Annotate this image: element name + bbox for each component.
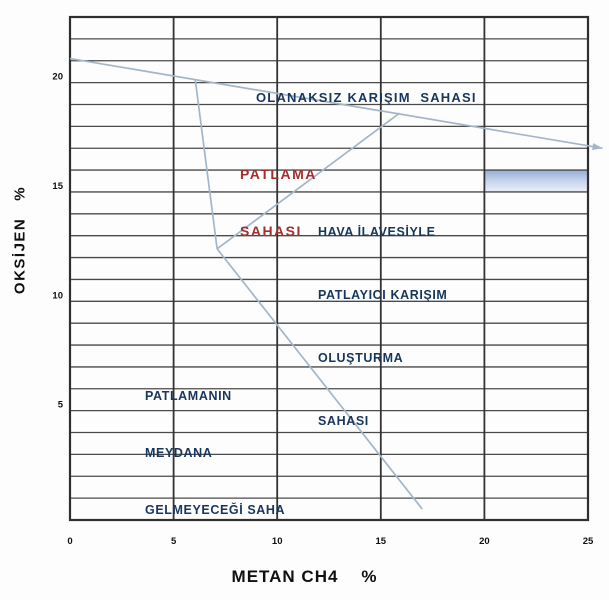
label-line: GELMEYECEĞİ SAHA [145,503,286,517]
label-line: PATLAYICI KARIŞIM [318,288,448,302]
label-line: HAVA İLAVESİYLE [318,225,436,239]
label-line: PATLAMANIN [145,389,232,403]
y-axis-title: OKSİJEN % [11,185,29,295]
label-line: MEYDANA [145,446,213,460]
x-tick-label: 20 [479,536,490,547]
y-tick-label: 10 [52,290,63,301]
label-line: PATLAMA [240,166,317,182]
label-line: SAHASI [240,223,302,239]
y-tick-labels: 5 10 15 20 [52,72,63,411]
series-lower-explosive-limit-line [194,80,218,249]
label-explosive-with-air-addition-area: HAVA İLAVESİYLE PATLAYICI KARIŞIM OLUŞTU… [318,180,447,474]
y-tick-label: 5 [58,400,64,411]
x-tick-label: 15 [376,536,387,547]
label-impossible-mixture-area: OLANAKSIZ KARIŞIM SAHASI [256,60,477,135]
x-axis-title: METAN CH4 % [231,567,378,586]
series-nose-upper-limit-line [216,112,400,250]
label-line: SAHASI [318,414,369,428]
highlight-band [484,170,588,192]
x-tick-label: 10 [272,536,283,547]
label-line: OLANAKSIZ KARIŞIM SAHASI [256,90,477,105]
x-tick-label: 5 [171,536,177,547]
series-air-line [69,57,603,150]
label-explosion-area: PATLAMA SAHASI [240,127,317,279]
series-dilution-no-explosion-line [216,248,423,510]
y-tick-label: 20 [52,72,63,83]
label-line: OLUŞTURMA [318,351,404,365]
horizontal-gridlines [70,16,588,521]
x-tick-labels: 0 5 10 15 20 25 [67,536,594,547]
x-tick-label: 25 [583,536,594,547]
plot-border [68,15,590,522]
arrowhead-icon [592,143,603,151]
x-tick-label: 0 [67,536,72,547]
label-no-explosion-area: PATLAMANIN MEYDANA GELMEYECEĞİ SAHA [145,349,285,558]
y-tick-label: 15 [52,181,63,192]
